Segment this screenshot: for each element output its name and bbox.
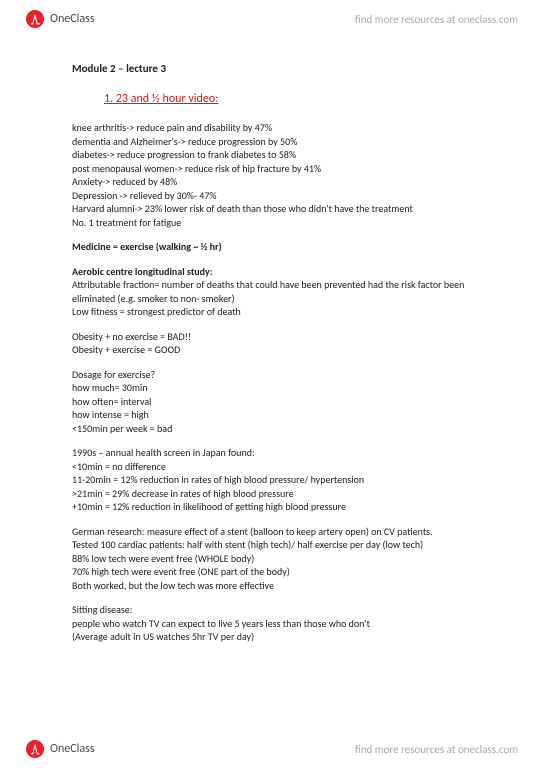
footer-bar: OneClass find more resources at oneclass… xyxy=(0,730,544,764)
text-line: how intense = high xyxy=(72,408,484,422)
paragraph-4: Obesity + no exercise = BAD!! Obesity + … xyxy=(72,330,484,357)
page-title: Module 2 – lecture 3 xyxy=(72,62,484,77)
text-line: diabetes-> reduce progression to frank d… xyxy=(72,148,484,162)
text-line: 11-20min = 12% reduction in rates of hig… xyxy=(72,473,484,487)
text-line: Depression -> relieved by 30%- 47% xyxy=(72,189,484,203)
text-line: 88% low tech were event free (WHOLE body… xyxy=(72,552,484,566)
paragraph-6: 1990s – annual health screen in Japan fo… xyxy=(72,446,484,514)
brand-logo: OneClass xyxy=(26,10,95,28)
text-line: people who watch TV can expect to live 5… xyxy=(72,617,484,631)
text-line: No. 1 treatment for fatigue xyxy=(72,216,484,230)
text-line: knee arthritis-> reduce pain and disabil… xyxy=(72,121,484,135)
text-line: <150min per week = bad xyxy=(72,422,484,436)
text-line: 1990s – annual health screen in Japan fo… xyxy=(72,446,484,460)
text-line: Sitting disease: xyxy=(72,603,484,617)
text-line: Tested 100 cardiac patients: half with s… xyxy=(72,538,484,552)
text-line: Anxiety-> reduced by 48% xyxy=(72,175,484,189)
document-body: Module 2 – lecture 3 23 and ½ hour video… xyxy=(0,34,544,665)
brand-name-footer: OneClass xyxy=(50,742,95,756)
text-line: dementia and Alzheimer's-> reduce progre… xyxy=(72,135,484,149)
text-line: (Average adult in US watches 5hr TV per … xyxy=(72,630,484,644)
text-line: how often= interval xyxy=(72,395,484,409)
text-line: Obesity + no exercise = BAD!! xyxy=(72,330,484,344)
text-line: Harvard alumni-> 23% lower risk of death… xyxy=(72,202,484,216)
text-line: German research: measure effect of a ste… xyxy=(72,525,484,539)
text-line: post menopausal women-> reduce risk of h… xyxy=(72,162,484,176)
text-line: Dosage for exercise? xyxy=(72,368,484,382)
paragraph-2: Medicine = exercise (walking ~ ½ hr) xyxy=(72,240,484,254)
text-line: +10min = 12% reduction in likelihood of … xyxy=(72,500,484,514)
brand-name: OneClass xyxy=(50,12,95,26)
text-line: <10min = no difference xyxy=(72,460,484,474)
text-line: 70% high tech were event free (ONE part … xyxy=(72,565,484,579)
paragraph-8: Sitting disease: people who watch TV can… xyxy=(72,603,484,644)
header-bar: OneClass find more resources at oneclass… xyxy=(0,0,544,34)
text-line: how much= 30min xyxy=(72,381,484,395)
paragraph-7: German research: measure effect of a ste… xyxy=(72,525,484,593)
oneclass-icon xyxy=(26,10,44,28)
header-tagline: find more resources at oneclass.com xyxy=(355,13,518,26)
text-line: Low fitness = strongest predictor of dea… xyxy=(72,305,484,319)
brand-logo-footer: OneClass xyxy=(26,740,95,758)
text-line: >21min = 29% decrease in rates of high b… xyxy=(72,487,484,501)
section-heading-1: 23 and ½ hour video: xyxy=(72,91,484,107)
oneclass-icon xyxy=(26,740,44,758)
sub-heading: Aerobic centre longitudinal study: xyxy=(72,265,484,279)
paragraph-5: Dosage for exercise? how much= 30min how… xyxy=(72,368,484,436)
text-line: Both worked, but the low tech was more e… xyxy=(72,579,484,593)
text-line: Medicine = exercise (walking ~ ½ hr) xyxy=(72,240,484,254)
paragraph-3: Aerobic centre longitudinal study: Attri… xyxy=(72,265,484,319)
text-line: Attributable fraction= number of deaths … xyxy=(72,278,484,305)
paragraph-1: knee arthritis-> reduce pain and disabil… xyxy=(72,121,484,229)
footer-tagline: find more resources at oneclass.com xyxy=(355,743,518,756)
text-line: Obesity + exercise = GOOD xyxy=(72,343,484,357)
